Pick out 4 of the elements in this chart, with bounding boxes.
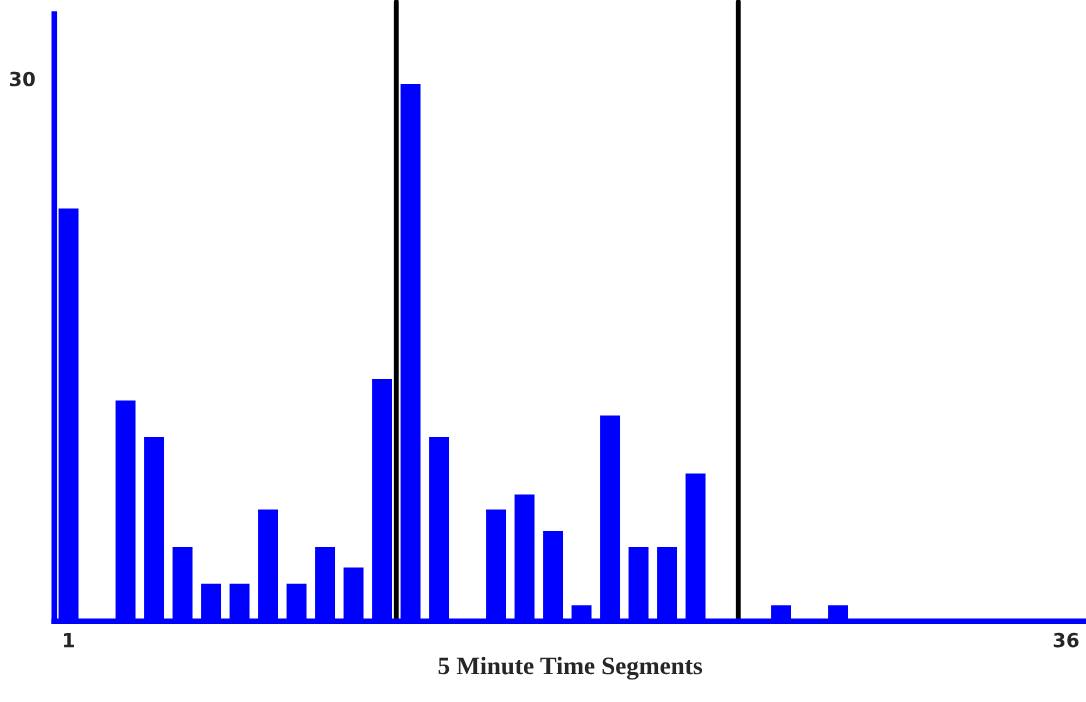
x-tick-label: 36 [1053, 632, 1079, 648]
x-tick-label: 1 [63, 632, 74, 648]
x-axis-title: 5 Minute Time Segments [438, 656, 703, 680]
text: 30 [9, 71, 35, 87]
